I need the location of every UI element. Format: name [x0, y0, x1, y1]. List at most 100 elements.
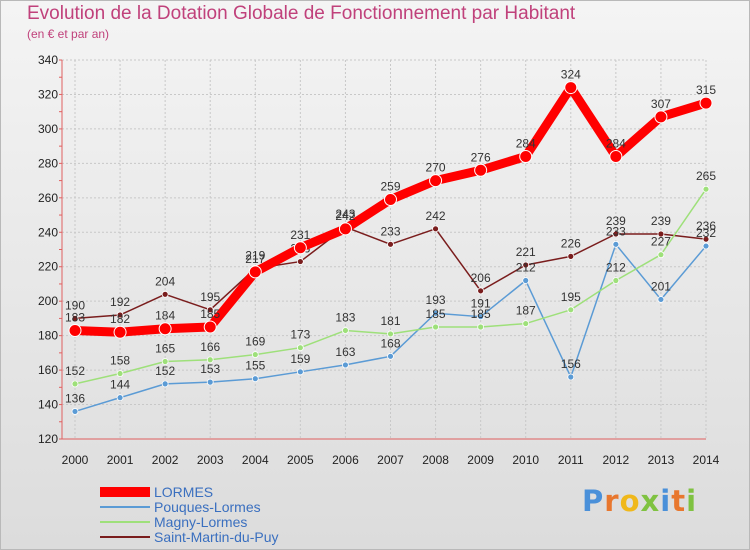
data-label-lormes: 182: [110, 312, 130, 326]
data-label-lormes: 184: [155, 309, 175, 323]
data-point-magny-lormes: [387, 330, 394, 338]
data-label-magny-lormes: 152: [65, 364, 85, 378]
y-tick-label: 260: [38, 191, 58, 205]
data-point-pouques-lormes: [657, 296, 665, 303]
x-tick-label: 2005: [287, 453, 314, 467]
data-point-lormes: [248, 265, 262, 279]
data-label-magny-lormes: 169: [245, 335, 265, 349]
data-point-magny-lormes: [522, 320, 530, 327]
data-label-saint-martin-du-puy: 236: [696, 219, 716, 233]
data-point-saint-martin-du-puy: [477, 287, 485, 295]
data-point-pouques-lormes: [387, 352, 394, 360]
logo-letter: o: [619, 484, 641, 518]
x-tick-label: 2013: [648, 453, 675, 467]
data-label-pouques-lormes: 201: [651, 279, 671, 293]
data-point-lormes: [203, 320, 217, 334]
x-tick-label: 2001: [107, 453, 134, 467]
data-label-lormes: 231: [290, 228, 310, 242]
x-tick-label: 2010: [512, 453, 539, 467]
data-point-magny-lormes: [432, 323, 439, 331]
data-label-magny-lormes: 185: [426, 307, 446, 321]
data-label-saint-martin-du-puy: 221: [516, 245, 536, 259]
data-label-pouques-lormes: 232: [696, 226, 716, 240]
data-label-pouques-lormes: 193: [426, 293, 446, 307]
data-point-saint-martin-du-puy: [161, 290, 169, 298]
data-point-lormes: [293, 241, 307, 255]
data-point-pouques-lormes: [612, 240, 620, 248]
data-point-magny-lormes: [251, 351, 259, 358]
data-label-saint-martin-du-puy: 192: [110, 295, 130, 309]
data-label-pouques-lormes: 144: [110, 378, 130, 392]
data-point-pouques-lormes: [116, 394, 124, 402]
y-tick-label: 140: [38, 398, 58, 412]
data-point-saint-martin-du-puy: [432, 225, 439, 233]
data-point-magny-lormes: [612, 277, 620, 284]
legend-label-magny-lormes: Magny-Lormes: [154, 514, 248, 530]
data-label-magny-lormes: 158: [110, 354, 130, 368]
data-point-saint-martin-du-puy: [657, 230, 665, 238]
data-point-saint-martin-du-puy: [522, 261, 530, 269]
data-label-pouques-lormes: 156: [561, 357, 581, 371]
legend-label-lormes: LORMES: [154, 484, 214, 500]
data-point-saint-martin-du-puy: [567, 252, 575, 260]
data-label-saint-martin-du-puy: 195: [200, 290, 220, 304]
data-label-pouques-lormes: 168: [380, 336, 400, 350]
data-label-lormes: 185: [200, 307, 220, 321]
x-tick-label: 2006: [332, 453, 359, 467]
data-label-pouques-lormes: 163: [335, 345, 355, 359]
y-tick-label: 180: [38, 329, 58, 343]
data-point-lormes: [564, 81, 578, 95]
data-point-pouques-lormes: [567, 373, 575, 381]
data-point-saint-martin-du-puy: [296, 258, 304, 265]
y-tick-label: 300: [38, 122, 58, 136]
legend-swatch-pouques-lormes: [100, 506, 150, 508]
chart-subtitle: (en € et par an): [27, 27, 110, 41]
logo-letter: P: [582, 484, 605, 518]
data-point-pouques-lormes: [522, 277, 530, 284]
data-point-magny-lormes: [206, 356, 214, 364]
data-point-pouques-lormes: [161, 380, 169, 388]
legend-swatch-lormes: [100, 487, 150, 497]
logo-letter: x: [640, 484, 661, 518]
data-point-lormes: [429, 174, 443, 188]
data-label-pouques-lormes: 159: [290, 352, 310, 366]
data-point-pouques-lormes: [477, 313, 485, 321]
data-label-pouques-lormes: 191: [471, 297, 491, 311]
data-label-magny-lormes: 212: [606, 261, 626, 275]
data-point-lormes: [384, 193, 397, 207]
data-point-magny-lormes: [702, 185, 710, 193]
data-point-magny-lormes: [296, 344, 304, 352]
x-tick-label: 2011: [558, 453, 584, 467]
data-label-magny-lormes: 181: [380, 314, 400, 328]
x-tick-label: 2002: [152, 453, 179, 467]
data-label-lormes: 217: [245, 252, 265, 266]
x-tick-label: 2012: [603, 453, 630, 467]
data-label-magny-lormes: 195: [561, 290, 581, 304]
data-point-magny-lormes: [567, 306, 575, 314]
data-point-pouques-lormes: [296, 368, 304, 376]
chart-title: Evolution de la Dotation Globale de Fonc…: [27, 3, 576, 24]
data-label-saint-martin-du-puy: 242: [426, 209, 446, 223]
data-point-saint-martin-du-puy: [702, 235, 710, 243]
y-tick-label: 160: [38, 363, 58, 377]
legend-item-magny-lormes: Magny-Lormes: [100, 514, 247, 530]
data-label-pouques-lormes: 212: [516, 261, 536, 275]
data-label-lormes: 324: [561, 68, 581, 82]
data-point-lormes: [158, 322, 172, 336]
x-tick-label: 2004: [242, 453, 269, 467]
data-label-pouques-lormes: 233: [606, 224, 626, 238]
data-point-lormes: [699, 96, 713, 110]
data-label-lormes: 183: [65, 310, 85, 324]
legend-item-saint-martin-du-puy: Saint-Martin-du-Puy: [100, 529, 279, 545]
data-label-magny-lormes: 187: [516, 304, 536, 318]
data-label-saint-martin-du-puy: 233: [380, 224, 400, 238]
legend-item-lormes: LORMES: [100, 484, 213, 500]
y-tick-label: 340: [38, 53, 58, 67]
data-point-lormes: [338, 222, 352, 236]
data-label-pouques-lormes: 152: [155, 364, 175, 378]
data-point-saint-martin-du-puy: [116, 311, 124, 319]
data-point-pouques-lormes: [342, 361, 349, 369]
data-label-lormes: 284: [516, 136, 536, 150]
data-label-magny-lormes: 173: [290, 328, 310, 342]
data-point-saint-martin-du-puy: [206, 306, 214, 314]
